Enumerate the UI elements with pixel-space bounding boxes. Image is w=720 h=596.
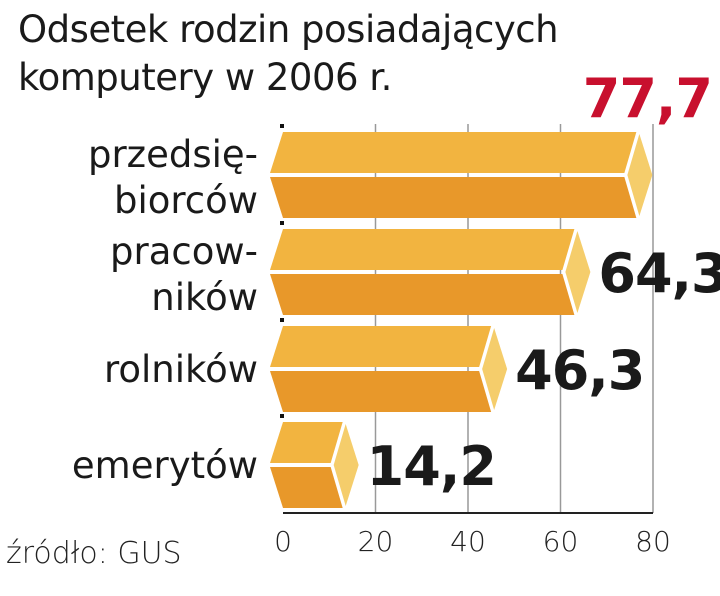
category-label: rolników — [104, 348, 258, 391]
category-label: pracow- — [110, 230, 258, 273]
bar-end-cap — [627, 134, 653, 216]
bar-top-face — [270, 132, 637, 173]
bar-bottom-face — [270, 467, 343, 508]
bar-bottom-face — [270, 371, 492, 412]
category-label: ników — [151, 276, 258, 319]
chart-title: Odsetek rodzin posiadających komputery w… — [18, 6, 559, 102]
title-line-2: komputery w 2006 r. — [18, 56, 392, 99]
bar-top-face — [270, 422, 343, 463]
value-label: 64,3 — [598, 242, 720, 305]
axis-tick-mark — [280, 221, 284, 225]
category-label: przedsię- — [88, 133, 258, 176]
bar-top-face — [270, 229, 575, 270]
bar-end-cap — [333, 424, 359, 506]
title-line-1: Odsetek rodzin posiadających — [18, 8, 559, 51]
x-tick-label: 60 — [543, 525, 579, 558]
x-tick-label: 20 — [358, 525, 394, 558]
category-label: biorców — [114, 179, 258, 222]
bar-top-face — [270, 326, 492, 367]
source-note: źródło: GUS — [6, 536, 182, 571]
axis-tick-mark — [280, 124, 284, 128]
x-tick-label: 40 — [450, 525, 486, 558]
bar-bottom-face — [270, 274, 575, 315]
value-label: 14,2 — [367, 435, 496, 498]
bar-end-cap — [482, 328, 508, 410]
bar-end-cap — [565, 231, 591, 313]
value-label: 46,3 — [515, 339, 644, 402]
axis-tick-mark — [280, 414, 284, 418]
value-label: 77,7 — [583, 67, 712, 130]
bar-bottom-face — [270, 177, 637, 218]
axis-tick-mark — [280, 318, 284, 322]
x-tick-label: 0 — [274, 525, 292, 558]
x-tick-label: 80 — [635, 525, 671, 558]
category-label: emerytów — [72, 444, 258, 487]
